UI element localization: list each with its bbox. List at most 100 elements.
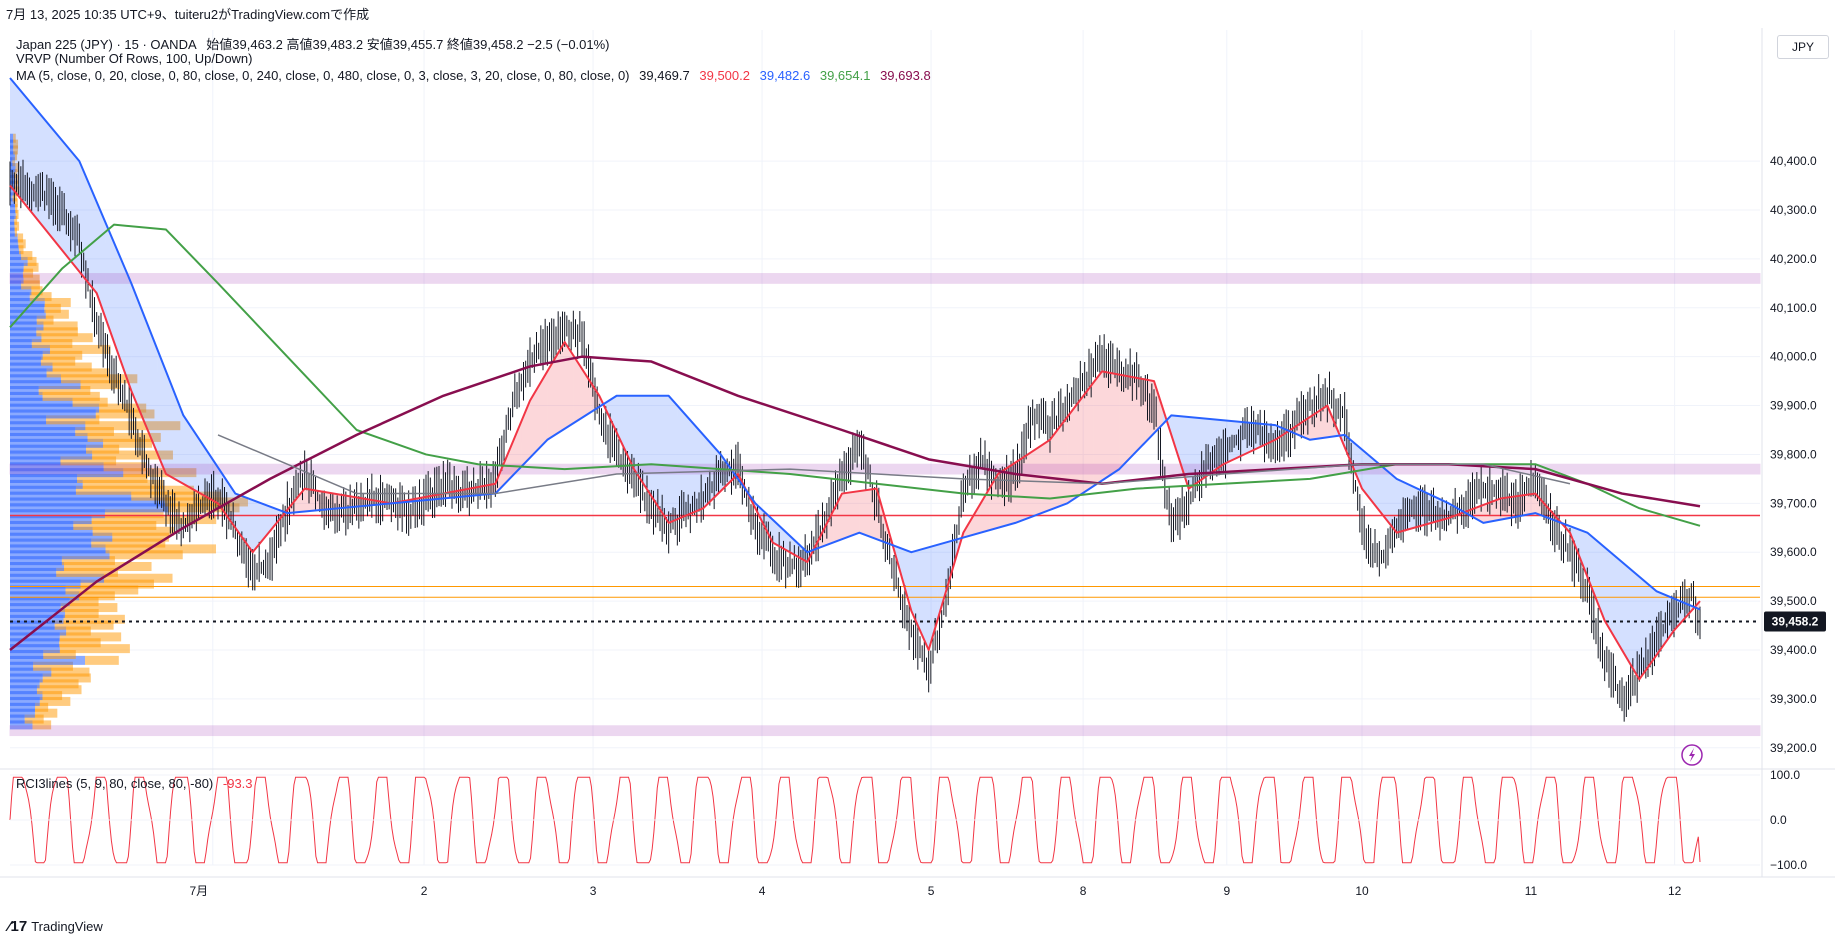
vp-down-bar — [54, 620, 114, 630]
cloud-segment — [547, 356, 556, 440]
vp-down-bar — [15, 198, 18, 208]
cloud-segment — [140, 305, 149, 433]
vp-down-bar — [33, 661, 73, 671]
cloud-segment — [1084, 382, 1094, 492]
time-tick-label: 12 — [1668, 884, 1682, 898]
legend-ma-row[interactable]: MA (5, close, 0, 20, close, 0, 80, close… — [16, 68, 937, 83]
cloud-segment — [556, 342, 565, 435]
vp-down-bar — [61, 374, 138, 384]
vp-up-bar — [10, 397, 73, 407]
vp-down-bar — [60, 456, 117, 466]
vp-up-bar — [10, 333, 42, 343]
gridlines — [10, 30, 1760, 865]
cloud-segment — [1067, 405, 1076, 504]
rci-pane — [9, 774, 1760, 866]
vp-up-bar — [10, 380, 81, 390]
vp-down-bar — [44, 298, 71, 307]
vp-up-bar — [10, 298, 45, 307]
vp-up-bar — [10, 444, 87, 454]
vp-down-bar — [44, 303, 61, 313]
vp-up-bar — [10, 620, 55, 630]
cloud-segment — [573, 355, 582, 424]
cloud-segment — [512, 421, 522, 476]
vp-down-bar — [27, 256, 37, 266]
cloud-segment — [1119, 374, 1128, 470]
cloud-segment — [1102, 371, 1111, 481]
vp-down-bar — [164, 497, 248, 507]
cloud-segment — [1058, 416, 1068, 507]
price-tick-label: 39,800.0 — [1770, 447, 1817, 461]
vp-up-bar — [10, 679, 40, 689]
cloud-segment — [1379, 464, 1388, 522]
vp-up-bar — [10, 691, 43, 701]
vp-down-bar — [14, 215, 18, 225]
vp-down-bar — [23, 262, 39, 272]
vp-down-bar — [13, 180, 18, 190]
vp-down-bar — [32, 720, 52, 730]
cloud-segment — [504, 442, 513, 485]
vp-up-bar — [10, 491, 132, 501]
vp-down-bar — [85, 421, 181, 431]
vp-up-bar — [10, 251, 22, 261]
vp-up-bar — [10, 456, 61, 466]
vp-down-bar — [13, 133, 16, 143]
time-tick-label: 2 — [421, 884, 428, 898]
tradingview-watermark[interactable]: ⁄17 TradingView — [8, 918, 103, 935]
legend-vrvp-row[interactable]: VRVP (Number Of Rows, 100, Up/Down) — [16, 51, 259, 66]
vp-up-bar — [10, 632, 60, 642]
vp-down-bar — [59, 638, 101, 648]
price-tick-label: 40,300.0 — [1770, 203, 1817, 217]
cloud-segment — [252, 500, 262, 553]
symbol-label[interactable]: Japan 225 (JPY) · 15 · OANDA — [16, 37, 197, 52]
vp-up-bar — [10, 532, 113, 542]
cloud-segment — [1362, 449, 1371, 500]
cloud-segment — [564, 342, 574, 429]
cloud-segment — [686, 415, 695, 516]
vp-down-bar — [42, 391, 100, 401]
vp-up-bar — [10, 221, 15, 231]
cloud-segment — [1076, 394, 1085, 498]
vp-down-bar — [109, 550, 183, 560]
vp-down-bar — [104, 573, 173, 583]
vp-up-bar — [10, 186, 16, 196]
cloud-segment — [1630, 569, 1640, 680]
vp-down-bar — [65, 585, 139, 595]
legend-rci-row[interactable]: RCI3lines (5, 9, 80, close, 80, -80) -93… — [16, 776, 259, 791]
price-tick-label: 39,900.0 — [1770, 399, 1817, 413]
vp-down-bar — [103, 438, 153, 448]
vp-up-bar — [10, 421, 86, 431]
vp-down-bar — [69, 597, 99, 607]
vp-down-bar — [17, 233, 24, 243]
vp-down-bar — [15, 204, 18, 214]
cloud-segment — [131, 283, 140, 412]
ohlc-values: 始値39,463.2 高値39,483.2 安値39,455.7 終値39,45… — [206, 37, 610, 52]
vp-down-bar — [123, 468, 197, 478]
vp-up-bar — [10, 515, 92, 525]
vp-up-bar — [10, 696, 40, 706]
price-tick-label: 39,700.0 — [1770, 496, 1817, 510]
vp-down-bar — [75, 427, 114, 437]
cloud-segment — [1171, 415, 1180, 462]
vp-up-bar — [10, 292, 30, 302]
cloud-segment — [911, 549, 920, 631]
rci-label: RCI3lines (5, 9, 80, close, 80, -80) — [16, 776, 214, 791]
vp-down-bar — [46, 368, 110, 378]
vp-down-bar — [87, 432, 161, 442]
time-tick-label: 10 — [1355, 884, 1369, 898]
ma-value-2: 39,500.2 — [699, 68, 750, 83]
vp-up-bar — [10, 409, 96, 419]
cloud-segment — [261, 503, 270, 542]
vp-down-bar — [15, 163, 20, 173]
cloud-segment — [88, 181, 97, 294]
last-price-label: 39,458.2 — [1772, 615, 1819, 629]
currency-button[interactable]: JPY — [1777, 35, 1829, 59]
vp-down-bar — [24, 714, 44, 724]
vp-up-bar — [10, 573, 105, 583]
vp-up-bar — [10, 344, 50, 354]
vp-down-bar — [38, 386, 91, 395]
legend-symbol-row: Japan 225 (JPY) · 15 · OANDA 始値39,463.2 … — [16, 34, 616, 53]
vp-down-bar — [91, 515, 217, 525]
vp-down-bar — [14, 221, 20, 231]
